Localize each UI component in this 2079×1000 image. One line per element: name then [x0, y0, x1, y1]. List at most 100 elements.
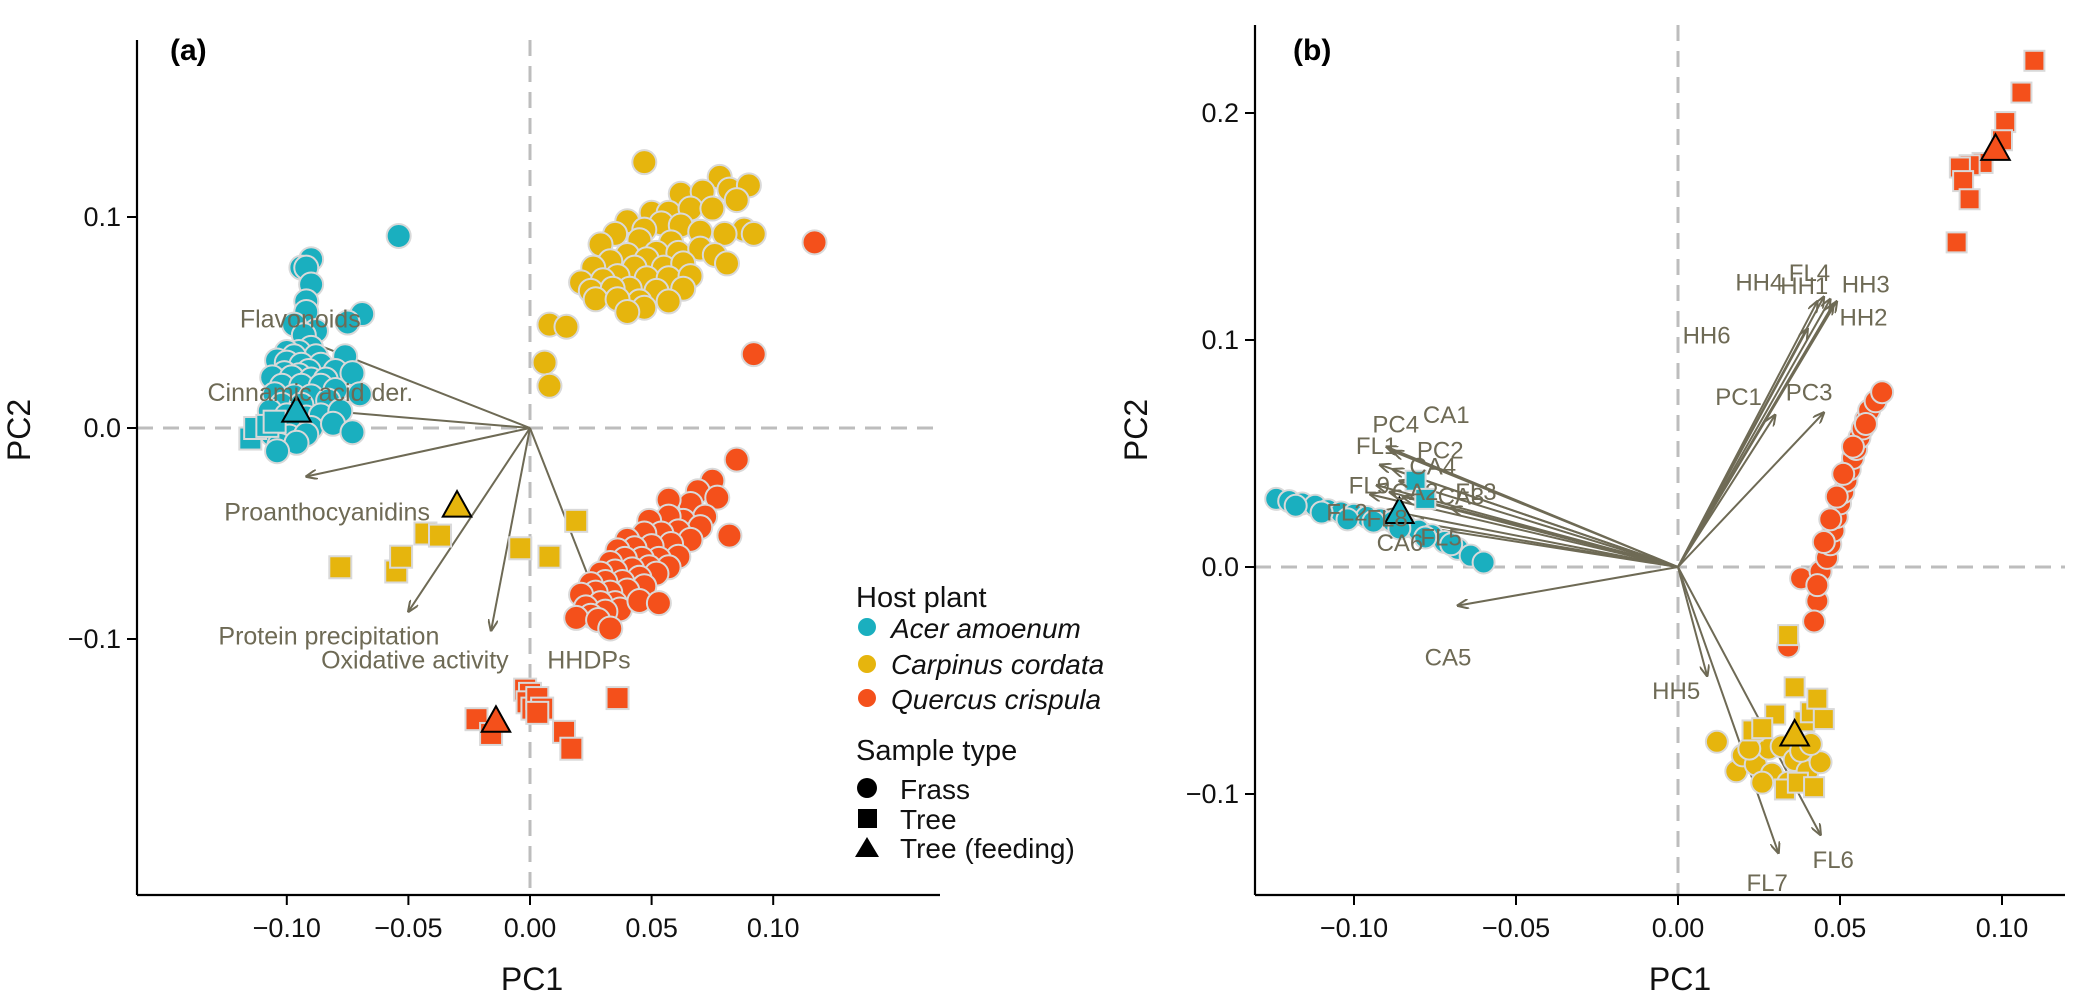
legend-host-title: Host plant — [856, 582, 987, 614]
point-frass-acer-amoenum — [1439, 532, 1464, 557]
panel-a-arrow-label-hhdps: HHDPs — [547, 647, 630, 675]
panel-a-x-tick-label: 0.05 — [625, 913, 678, 943]
panel-a-y-title: PC2 — [1, 399, 37, 461]
legend-host-quercus-swatch — [858, 689, 876, 707]
panel-b-arrow-label-fl9: FL9 — [1349, 472, 1390, 499]
legend-sample-circle-icon — [857, 778, 877, 798]
point-tree-quercus-crispula — [605, 686, 630, 711]
panel-a-ticks: −0.10 −0.05 0.00 0.05 0.10 −0.1 0.0 0.1 — [68, 202, 800, 943]
point-tree-quercus-crispula — [1945, 231, 1968, 254]
point-frass-quercus-crispula — [801, 229, 828, 256]
panel-b-arrow-label-hh2: HH2 — [1840, 305, 1888, 332]
panel-a-arrow-oxidative-activity — [491, 427, 531, 631]
point-frass-carpinus-cordata — [582, 286, 609, 313]
point-frass-quercus-crispula — [1840, 434, 1865, 459]
panel-a-y-tick-label: 0.0 — [83, 413, 121, 443]
point-frass-quercus-crispula — [645, 590, 672, 617]
panel-b-arrow-fl5 — [1412, 522, 1679, 568]
point-tree-carpinus-cordata — [564, 508, 589, 533]
point-tree-quercus-crispula — [525, 700, 550, 725]
point-tree-quercus-crispula — [1958, 188, 1981, 211]
legend-host-carpinus: Carpinus cordata — [891, 649, 1104, 680]
panel-b-arrow-label-hh4: HH4 — [1735, 269, 1783, 296]
point-tree-feeding-acer-amoenum — [280, 394, 313, 423]
panel-b-arrow-pc2 — [1393, 469, 1679, 568]
point-tree-feeding-carpinus-cordata — [441, 489, 473, 518]
point-frass-acer-amoenum — [1471, 550, 1496, 575]
point-frass-carpinus-cordata — [531, 349, 558, 376]
panel-b-arrow-label-ca4: CA4 — [1409, 454, 1456, 481]
panel-b-y-tick-label: 0.1 — [1201, 325, 1239, 355]
point-frass-carpinus-cordata — [740, 220, 767, 247]
panel-b-loading-arrows — [1370, 297, 1837, 853]
point-tree-carpinus-cordata — [1751, 717, 1774, 740]
panel-b-arrow-label-hh1: HH1 — [1780, 273, 1828, 300]
panel-a-y-tick-label: −0.1 — [68, 624, 121, 654]
panel-b-arrow-label-fl7: FL7 — [1746, 870, 1787, 897]
legend-host-acer-swatch — [858, 618, 876, 636]
point-tree-carpinus-cordata — [1783, 676, 1806, 699]
panel-b-arrow-pc3 — [1677, 413, 1824, 568]
panel-b-y-tick-label: 0.0 — [1201, 552, 1239, 582]
point-frass-quercus-crispula — [740, 341, 767, 368]
panel-b-x-tick-label: −0.05 — [1482, 913, 1550, 943]
point-tree-carpinus-cordata — [537, 544, 562, 569]
point-frass-quercus-crispula — [1824, 484, 1849, 509]
panel-b-arrow-ca1 — [1393, 451, 1679, 568]
point-tree-feeding-carpinus-cordata — [1778, 717, 1811, 747]
panel-b-arrow-label-hh3: HH3 — [1842, 271, 1890, 298]
legend-sample-tree-feeding: Tree (feeding) — [900, 833, 1075, 864]
point-frass-quercus-crispula — [704, 484, 731, 511]
panel-b-arrow-label-pc1: PC1 — [1715, 384, 1762, 411]
panel-a-x-tick-label: 0.00 — [504, 913, 557, 943]
point-tree-quercus-crispula — [1952, 170, 1975, 193]
point-frass-acer-amoenum — [385, 222, 412, 249]
point-frass-carpinus-cordata — [553, 313, 580, 340]
panel-a-arrow-protein-precipitation — [408, 427, 531, 612]
point-frass-carpinus-cordata — [699, 195, 726, 222]
point-tree-feeding-acer-amoenum — [1383, 495, 1416, 525]
panel-b-x-tick-label: 0.10 — [1976, 913, 2029, 943]
panel-b-arrow-label-ca6: CA6 — [1377, 530, 1424, 557]
legend-host-quercus: Quercus crispula — [891, 684, 1101, 715]
panel-b-arrow-label-ca1: CA1 — [1423, 402, 1470, 429]
panel-b-label: (b) — [1293, 34, 1331, 67]
point-tree-carpinus-cordata — [1803, 776, 1826, 799]
point-frass-carpinus-cordata — [655, 288, 682, 315]
panel-b-arrow-label-fl5: FL5 — [1420, 525, 1461, 552]
legend-host-carpinus-swatch — [858, 655, 876, 673]
point-frass-carpinus-cordata — [614, 298, 641, 325]
panel-b-arrow-label-fl1: FL1 — [1356, 433, 1397, 460]
point-tree-feeding-quercus-crispula — [479, 704, 512, 733]
panel-a-arrow-label-cinnamic-acid-der: Cinnamic acid der. — [208, 379, 414, 407]
point-frass-carpinus-cordata — [1808, 750, 1833, 775]
point-frass-acer-amoenum — [1361, 509, 1386, 534]
point-frass-quercus-crispula — [1831, 461, 1856, 486]
point-frass-quercus-crispula — [597, 615, 624, 642]
panel-b-y-tick-label: 0.2 — [1201, 98, 1239, 128]
point-tree-feeding-quercus-crispula — [1979, 132, 2012, 161]
point-tree-carpinus-cordata — [1777, 624, 1800, 647]
panel-b-arrow-label-hh6: HH6 — [1683, 323, 1731, 350]
panel-b-arrow-label-fl3: FL3 — [1455, 479, 1496, 506]
panel-b-arrow-fl7 — [1677, 566, 1778, 853]
panel-a-x-title: PC1 — [501, 961, 563, 997]
panel-a-x-tick-label: 0.10 — [747, 913, 800, 943]
point-frass-acer-amoenum — [1335, 507, 1360, 532]
panel-a: Flavonoids Cinnamic acid der. Proanthocyan… — [1, 34, 940, 997]
panel-b-arrow-label-hh5: HH5 — [1652, 678, 1700, 705]
point-frass-quercus-crispula — [563, 604, 590, 631]
panel-b-arrow-label-pc2: PC2 — [1417, 437, 1464, 464]
point-frass-acer-amoenum — [334, 309, 361, 336]
point-frass-acer-amoenum — [339, 419, 366, 446]
point-tree-carpinus-cordata — [328, 555, 353, 580]
legend-sample-title: Sample type — [856, 735, 1017, 767]
panel-b-arrow-ca5 — [1458, 566, 1679, 606]
point-tree-acer-amoenum — [1414, 487, 1437, 510]
point-frass-acer-amoenum — [1283, 493, 1308, 518]
point-frass-quercus-crispula — [1805, 573, 1830, 598]
panel-b-x-title: PC1 — [1649, 961, 1711, 997]
point-tree-carpinus-cordata — [389, 544, 414, 569]
